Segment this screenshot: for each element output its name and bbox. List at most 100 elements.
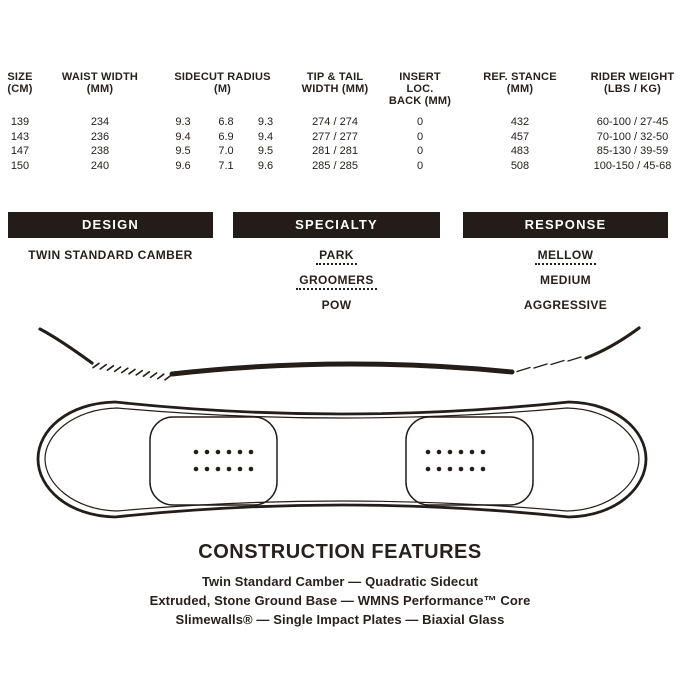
column-unit: (MM) bbox=[506, 83, 534, 95]
cell-waist-width: 238 bbox=[90, 145, 110, 158]
table-row: 143 236 9.4 6.9 9.4 277 / 277 0 457 70-1… bbox=[0, 130, 680, 145]
cell-ref-stance: 457 bbox=[510, 130, 530, 143]
insert-holes-right bbox=[425, 449, 486, 472]
column-unit: (MM) bbox=[86, 83, 114, 95]
column-unit: (M) bbox=[213, 83, 232, 95]
specialty-item-park: PARK bbox=[233, 248, 440, 273]
cell-rider-weight: 85-130 / 39-59 bbox=[596, 145, 669, 158]
insert-holes-left bbox=[193, 449, 254, 472]
column-header-insert-location: INSERT LOC. BACK (MM) bbox=[385, 71, 455, 107]
spec-table: SIZE (CM) WAIST WIDTH (MM) SIDECUT RADIU… bbox=[0, 71, 680, 174]
sidecut-tip: 9.4 bbox=[175, 130, 191, 143]
sidecut-tail: 9.3 bbox=[257, 116, 274, 128]
insert-pack-right bbox=[405, 416, 534, 506]
column-label: TIP & TAIL bbox=[306, 71, 364, 83]
board-outline-outer bbox=[36, 400, 648, 519]
board-topview-diagram bbox=[36, 400, 648, 519]
cell-sidecut-radius: 9.3 6.8 9.3 bbox=[160, 115, 285, 130]
sidecut-center: 6.8 bbox=[218, 116, 234, 128]
column-header-ref-stance: REF. STANCE (MM) bbox=[455, 71, 585, 107]
table-row: 147 238 9.5 7.0 9.5 281 / 281 0 483 85-1… bbox=[0, 144, 680, 159]
construction-lines: Twin Standard Camber — Quadratic Sidecut… bbox=[0, 572, 680, 629]
camber-right-hatch bbox=[516, 356, 582, 373]
sidecut-tip: 9.6 bbox=[175, 160, 191, 173]
camber-center-arch bbox=[169, 361, 515, 377]
construction-features: CONSTRUCTION FEATURES Twin Standard Camb… bbox=[0, 540, 680, 629]
cell-ref-stance: 508 bbox=[510, 160, 530, 173]
table-row: 139 234 9.3 6.8 9.3 274 / 274 0 432 60-1… bbox=[0, 115, 680, 130]
sidecut-center: 6.9 bbox=[218, 130, 234, 143]
cell-size: 139 bbox=[10, 116, 30, 128]
table-row: 150 240 9.6 7.1 9.6 285 / 285 0 508 100-… bbox=[0, 159, 680, 174]
spec-table-body: 139 234 9.3 6.8 9.3 274 / 274 0 432 60-1… bbox=[0, 115, 680, 174]
camber-left-hatch bbox=[92, 362, 172, 381]
sidecut-tip: 9.3 bbox=[175, 116, 191, 128]
cell-insert-location: 0 bbox=[416, 145, 424, 158]
cell-waist-width: 236 bbox=[90, 130, 110, 143]
sidecut-tail: 9.6 bbox=[257, 160, 274, 173]
sidecut-tail: 9.4 bbox=[257, 130, 274, 143]
sidecut-tail: 9.5 bbox=[257, 145, 274, 158]
cell-waist-width: 234 bbox=[90, 116, 110, 128]
sidecut-center: 7.1 bbox=[218, 160, 234, 173]
cell-tip-tail-width: 277 / 277 bbox=[312, 130, 358, 143]
camber-left-tip bbox=[38, 327, 94, 365]
design-header-bar: DESIGN bbox=[8, 212, 213, 238]
construction-line: Extruded, Stone Ground Base — WMNS Perfo… bbox=[149, 593, 531, 608]
cell-insert-location: 0 bbox=[416, 116, 424, 128]
cell-size: 147 bbox=[10, 145, 30, 158]
response-item-aggressive: AGGRESSIVE bbox=[523, 298, 608, 312]
construction-line: Slimewalls® — Single Impact Plates — Bia… bbox=[175, 612, 505, 627]
response-column: RESPONSE MELLOW MEDIUM AGGRESSIVE bbox=[463, 212, 668, 323]
response-item-mellow: MELLOW bbox=[463, 248, 668, 273]
cell-sidecut-radius: 9.4 6.9 9.4 bbox=[160, 130, 285, 145]
column-unit: (CM) bbox=[7, 83, 33, 95]
column-unit: BACK (MM) bbox=[388, 95, 452, 107]
specialty-items: PARK GROOMERS POW bbox=[233, 248, 440, 323]
column-header-tip-tail-width: TIP & TAIL WIDTH (MM) bbox=[285, 71, 385, 107]
cell-tip-tail-width: 274 / 274 bbox=[312, 116, 358, 128]
column-label: WAIST WIDTH bbox=[61, 71, 139, 83]
sidecut-center: 7.0 bbox=[218, 145, 234, 158]
cell-insert-location: 0 bbox=[416, 160, 424, 173]
insert-pack-left bbox=[149, 416, 278, 506]
column-header-size: SIZE (CM) bbox=[0, 71, 40, 107]
column-label: SIZE bbox=[7, 71, 33, 83]
response-items: MELLOW MEDIUM AGGRESSIVE bbox=[463, 248, 668, 323]
category-section: DESIGN TWIN STANDARD CAMBER SPECIALTY PA… bbox=[0, 212, 680, 322]
sidecut-tip: 9.5 bbox=[175, 145, 191, 158]
column-label: SIDECUT RADIUS bbox=[174, 71, 271, 83]
cell-ref-stance: 432 bbox=[510, 116, 530, 128]
design-item: TWIN STANDARD CAMBER bbox=[28, 248, 193, 262]
cell-rider-weight: 100-150 / 45-68 bbox=[593, 160, 672, 173]
column-header-rider-weight: RIDER WEIGHT (LBS / KG) bbox=[585, 71, 680, 107]
board-outline-inner bbox=[44, 407, 640, 512]
column-label: INSERT LOC. bbox=[399, 71, 441, 95]
column-header-sidecut-radius: SIDECUT RADIUS (M) bbox=[160, 71, 285, 107]
cell-sidecut-radius: 9.5 7.0 9.5 bbox=[160, 144, 285, 159]
design-column: DESIGN TWIN STANDARD CAMBER bbox=[8, 212, 213, 273]
specialty-item-groomers: GROOMERS bbox=[233, 273, 440, 298]
cell-tip-tail-width: 281 / 281 bbox=[312, 145, 358, 158]
cell-size: 143 bbox=[10, 130, 30, 143]
column-header-waist-width: WAIST WIDTH (MM) bbox=[40, 71, 160, 107]
column-unit: (LBS / KG) bbox=[604, 83, 661, 95]
cell-ref-stance: 483 bbox=[510, 145, 530, 158]
specialty-column: SPECIALTY PARK GROOMERS POW bbox=[233, 212, 440, 323]
camber-right-tip bbox=[584, 326, 641, 360]
specialty-header-bar: SPECIALTY bbox=[233, 212, 440, 238]
response-item-medium: MEDIUM bbox=[539, 273, 592, 287]
design-items: TWIN STANDARD CAMBER bbox=[8, 248, 213, 273]
column-unit: WIDTH (MM) bbox=[301, 83, 369, 95]
cell-waist-width: 240 bbox=[90, 160, 110, 173]
cell-size: 150 bbox=[10, 160, 30, 173]
specialty-item-pow: POW bbox=[321, 298, 352, 312]
construction-line: Twin Standard Camber — Quadratic Sidecut bbox=[201, 574, 479, 589]
response-header-bar: RESPONSE bbox=[463, 212, 668, 238]
cell-rider-weight: 70-100 / 32-50 bbox=[596, 130, 669, 143]
camber-profile-diagram bbox=[38, 326, 641, 381]
spec-table-header-row: SIZE (CM) WAIST WIDTH (MM) SIDECUT RADIU… bbox=[0, 71, 680, 107]
cell-rider-weight: 60-100 / 27-45 bbox=[596, 116, 669, 128]
cell-sidecut-radius: 9.6 7.1 9.6 bbox=[160, 159, 285, 174]
